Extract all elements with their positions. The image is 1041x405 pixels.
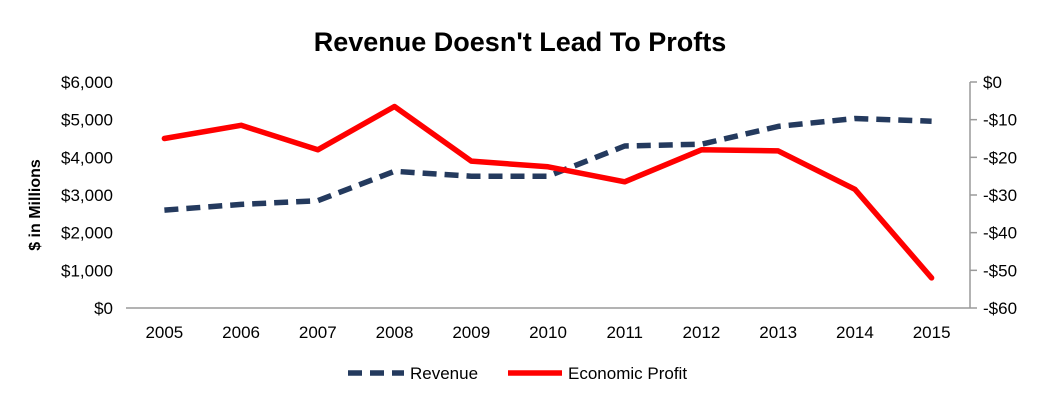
y-right-tick-label: -$20 bbox=[983, 148, 1017, 167]
legend-label-revenue: Revenue bbox=[410, 364, 478, 383]
x-tick-label: 2015 bbox=[913, 323, 951, 342]
y-left-tick-label: $4,000 bbox=[61, 148, 113, 167]
y-right-tick-label: -$40 bbox=[983, 224, 1017, 243]
y-right-tick-label: -$10 bbox=[983, 111, 1017, 130]
legend-label-economic-profit: Economic Profit bbox=[568, 364, 687, 383]
y-right-tick-label: -$60 bbox=[983, 299, 1017, 318]
x-tick-label: 2009 bbox=[452, 323, 490, 342]
y-right-tick-label: $0 bbox=[983, 73, 1002, 92]
y-left-tick-label: $5,000 bbox=[61, 111, 113, 130]
y-right-tick-label: -$30 bbox=[983, 186, 1017, 205]
right-axis-ticks: -$60 -$50 -$40 -$30 -$20 -$10 $0 bbox=[970, 73, 1017, 318]
x-tick-label: 2013 bbox=[759, 323, 797, 342]
x-tick-label: 2014 bbox=[836, 323, 874, 342]
x-tick-label: 2006 bbox=[222, 323, 260, 342]
y-right-tick-label: -$50 bbox=[983, 261, 1017, 280]
x-tick-label: 2012 bbox=[683, 323, 721, 342]
left-axis-ticks: $0 $1,000 $2,000 $3,000 $4,000 $5,000 $6,000 bbox=[61, 73, 113, 318]
x-tick-label: 2010 bbox=[529, 323, 567, 342]
series-line-economic-profit bbox=[161, 103, 935, 281]
series-layer bbox=[161, 103, 935, 281]
legend: Revenue Economic Profit bbox=[348, 364, 687, 383]
chart-title: Revenue Doesn't Lead To Profts bbox=[314, 27, 727, 57]
y-left-tick-label: $2,000 bbox=[61, 224, 113, 243]
x-tick-label: 2005 bbox=[145, 323, 183, 342]
x-axis-ticks: 2005 2006 2007 2008 2009 2010 2011 2012 2013 2014… bbox=[145, 323, 950, 342]
x-tick-label: 2011 bbox=[606, 323, 643, 342]
x-tick-label: 2007 bbox=[299, 323, 337, 342]
y-left-tick-label: $1,000 bbox=[61, 261, 113, 280]
y-left-tick-label: $0 bbox=[94, 299, 113, 318]
y-left-tick-label: $3,000 bbox=[61, 186, 113, 205]
x-tick-label: 2008 bbox=[376, 323, 414, 342]
y-axis-label: $ in Millions bbox=[27, 159, 44, 251]
y-left-tick-label: $6,000 bbox=[61, 73, 113, 92]
